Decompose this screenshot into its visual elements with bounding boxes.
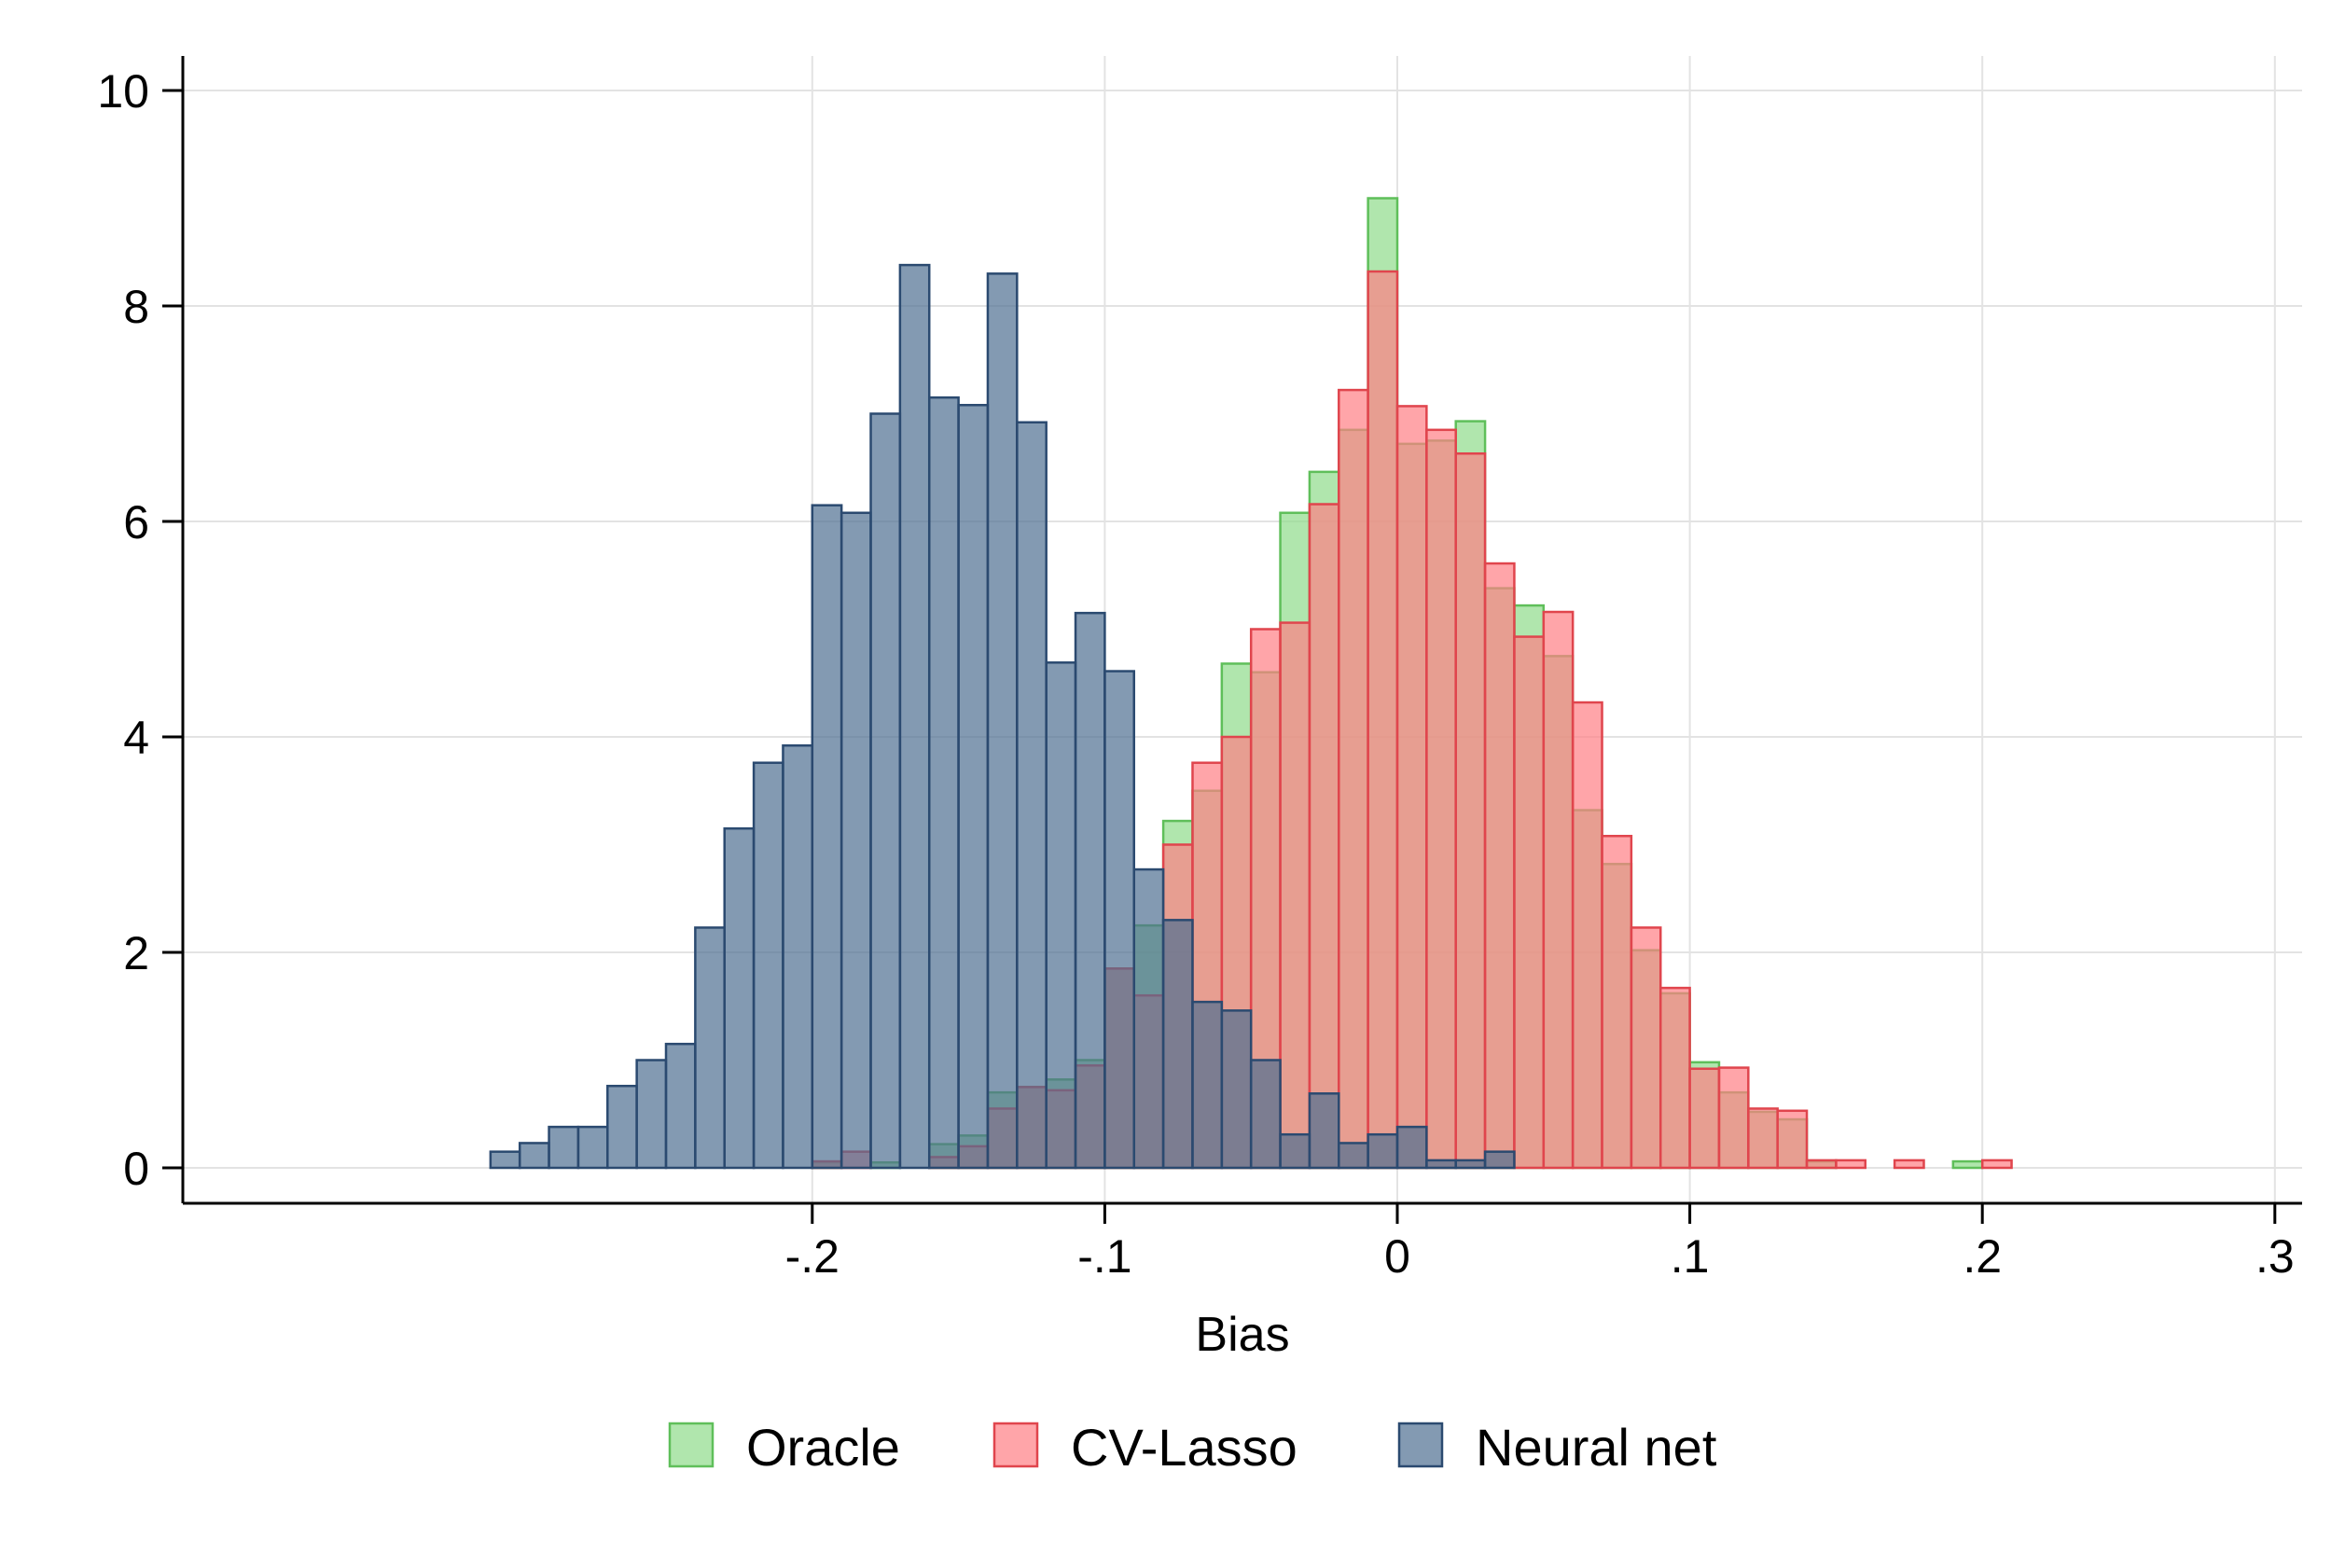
histogram-bar-cv-lasso (1717, 1066, 1750, 1170)
histogram-bar-neural-net (1279, 1132, 1311, 1170)
histogram-bar-neural-net (576, 1125, 609, 1170)
histogram-bar-cv-lasso (1367, 270, 1399, 1170)
histogram-bar-neural-net (1220, 1009, 1253, 1170)
histogram-bar-neural-net (782, 743, 814, 1170)
histogram-bar-cv-lasso (1308, 503, 1340, 1170)
histogram-bar-neural-net (1191, 1000, 1224, 1170)
legend-swatch-cv-lasso (992, 1422, 1039, 1468)
histogram-bar-cv-lasso (1980, 1159, 2013, 1170)
grid-layer (183, 56, 2302, 1203)
histogram-bar-neural-net (927, 395, 960, 1170)
histogram-bar-cv-lasso (1835, 1159, 1867, 1170)
legend-label-neural-net: Neural net (1476, 1418, 1717, 1477)
histogram-bar-cv-lasso (1395, 405, 1428, 1170)
histogram-bar-neural-net (898, 263, 931, 1170)
legend-swatch-oracle (668, 1422, 715, 1468)
histogram-bar-neural-net (548, 1125, 580, 1170)
histogram-bar-neural-net (986, 272, 1019, 1170)
histogram-bar-neural-net (1161, 919, 1194, 1170)
histogram-bar-neural-net (1454, 1159, 1487, 1170)
histogram-bar-neural-net (518, 1142, 550, 1170)
histogram-bar-cv-lasso (1542, 610, 1575, 1170)
histogram-bar-cv-lasso (1747, 1107, 1779, 1170)
histogram-bar-cv-lasso (1805, 1159, 1838, 1170)
histogram-bar-cv-lasso (1630, 926, 1662, 1170)
histogram-bar-cv-lasso (1454, 451, 1487, 1170)
histogram-bar-neural-net (811, 504, 843, 1170)
histogram-bar-neural-net (606, 1084, 638, 1170)
y-tick-label: 0 (123, 1143, 149, 1195)
y-tick-label: 6 (123, 496, 149, 548)
histogram-bar-cv-lasso (1513, 635, 1546, 1170)
histogram-bar-neural-net (1338, 1142, 1369, 1170)
histogram-bar-neural-net (489, 1150, 521, 1170)
y-tick-label: 8 (123, 281, 149, 333)
legend-label-oracle: Oracle (746, 1418, 900, 1477)
histogram-bar-neural-net (1045, 661, 1077, 1170)
histogram-bar-neural-net (1016, 421, 1048, 1170)
x-tick-label: 0 (1384, 1230, 1410, 1283)
histogram-bar-cv-lasso (1893, 1159, 1925, 1170)
y-tick-label: 10 (97, 65, 149, 118)
axes-layer: 0 2 4 6 8 10 -.2 -.1 0 .1 .2 .3 (97, 56, 2302, 1283)
legend-label-cv-lasso: CV-Lasso (1071, 1418, 1297, 1477)
histogram-bar-neural-net (635, 1059, 668, 1170)
histogram-bar-cv-lasso (1601, 835, 1633, 1170)
histogram-bar-neural-net (1249, 1059, 1282, 1170)
histogram-bar-neural-net (1395, 1125, 1428, 1170)
x-tick-label: -.1 (1077, 1230, 1131, 1283)
histogram-bar-neural-net (1483, 1150, 1516, 1170)
legend: Oracle CV-Lasso Neural net (668, 1418, 1717, 1477)
histogram-bar-neural-net (694, 926, 726, 1170)
histogram-bar-neural-net (1103, 670, 1136, 1170)
x-axis-title: Bias (1195, 1308, 1289, 1362)
x-tick-label: .2 (1963, 1230, 2002, 1283)
histogram-bar-cv-lasso (1279, 621, 1311, 1170)
histogram-bar-cv-lasso (1658, 986, 1691, 1170)
x-tick-label: .3 (2255, 1230, 2295, 1283)
histogram-bar-cv-lasso (1425, 428, 1457, 1170)
histogram-bar-cv-lasso (1776, 1109, 1809, 1170)
histogram-bar-cv-lasso (1571, 701, 1603, 1170)
histogram-bar-neural-net (752, 761, 784, 1170)
x-tick-label: .1 (1671, 1230, 1710, 1283)
x-tick-label: -.2 (785, 1230, 839, 1283)
histogram-bar-neural-net (839, 511, 872, 1170)
legend-swatch-neural-net (1397, 1422, 1444, 1468)
bars-layer (489, 197, 2013, 1170)
histogram-bar-neural-net (957, 404, 990, 1170)
histogram-bar-neural-net (723, 826, 756, 1170)
y-tick-label: 4 (123, 712, 149, 764)
histogram-bar-neural-net (664, 1042, 697, 1170)
histogram-bar-cv-lasso (1688, 1067, 1721, 1170)
histogram-bar-cv-lasso (1483, 562, 1516, 1170)
histogram-bar-neural-net (1132, 867, 1165, 1170)
histogram-bar-neural-net (869, 412, 902, 1170)
histogram-bar-neural-net (1367, 1132, 1399, 1170)
histogram-bar-neural-net (1074, 611, 1106, 1170)
histogram-bar-neural-net (1308, 1092, 1340, 1170)
histogram-bar-neural-net (1425, 1159, 1457, 1170)
histogram-bar-oracle (1951, 1159, 1984, 1170)
y-tick-label: 2 (123, 927, 149, 979)
histogram-bar-cv-lasso (1338, 388, 1369, 1170)
